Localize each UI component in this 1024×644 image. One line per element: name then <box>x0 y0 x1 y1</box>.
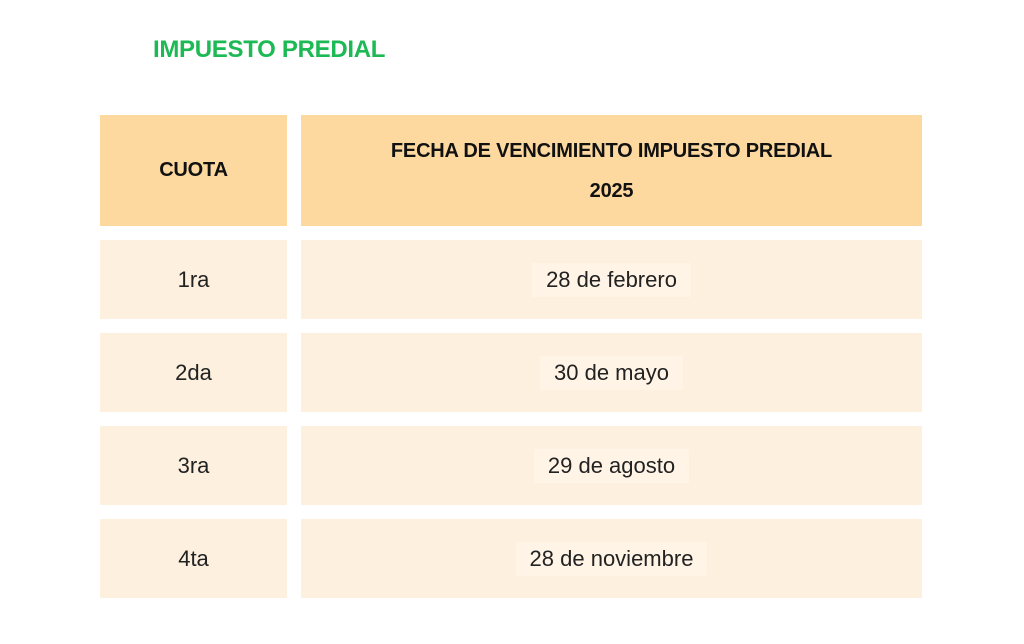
fecha-value: 29 de agosto <box>533 448 690 483</box>
table-row: 3ra 29 de agosto <box>100 426 922 505</box>
fecha-value: 30 de mayo <box>540 355 683 390</box>
cuota-cell: 3ra <box>100 426 287 505</box>
page-title: IMPUESTO PREDIAL <box>153 36 386 63</box>
header-fecha: FECHA DE VENCIMIENTO IMPUESTO PREDIAL 20… <box>301 115 922 226</box>
cuota-cell: 2da <box>100 333 287 412</box>
fecha-value: 28 de febrero <box>532 262 691 297</box>
fecha-cell: 29 de agosto <box>301 426 922 505</box>
fecha-cell: 28 de febrero <box>301 240 922 319</box>
table-row: 4ta 28 de noviembre <box>100 519 922 598</box>
table-row: 2da 30 de mayo <box>100 333 922 412</box>
header-fecha-title: FECHA DE VENCIMIENTO IMPUESTO PREDIAL <box>390 139 833 162</box>
cuota-cell: 1ra <box>100 240 287 319</box>
header-cuota: CUOTA <box>100 115 287 226</box>
fecha-cell: 30 de mayo <box>301 333 922 412</box>
table-header-row: CUOTA FECHA DE VENCIMIENTO IMPUESTO PRED… <box>100 115 922 226</box>
fecha-cell: 28 de noviembre <box>301 519 922 598</box>
fecha-value: 28 de noviembre <box>515 541 708 576</box>
header-fecha-year: 2025 <box>589 179 634 202</box>
table-row: 1ra 28 de febrero <box>100 240 922 319</box>
cuota-cell: 4ta <box>100 519 287 598</box>
due-dates-table: CUOTA FECHA DE VENCIMIENTO IMPUESTO PRED… <box>100 115 922 612</box>
